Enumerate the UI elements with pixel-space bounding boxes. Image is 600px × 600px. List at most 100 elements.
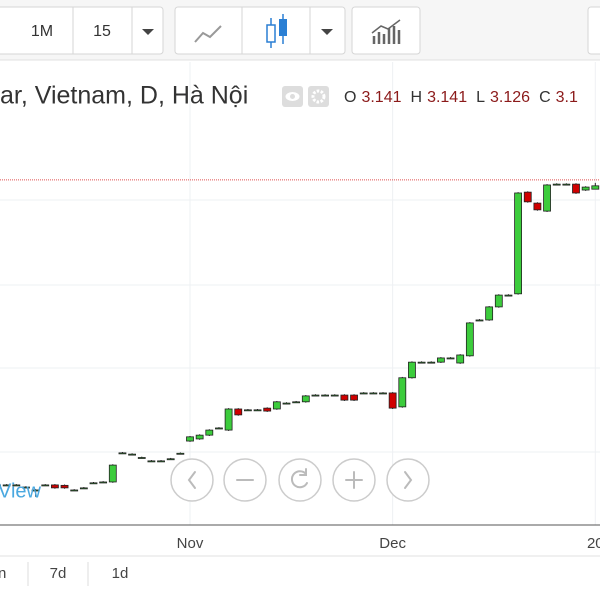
candle-body	[359, 392, 368, 395]
candle-body	[243, 409, 252, 412]
candle-body	[224, 408, 233, 431]
reset-button[interactable]	[278, 458, 322, 502]
legend-label: H	[411, 89, 423, 106]
candle-body	[195, 434, 204, 440]
candle-body	[340, 394, 349, 401]
candle-body	[533, 202, 542, 211]
plot	[0, 62, 600, 525]
candle-body	[205, 429, 214, 436]
ohlc-legend: O 3.141 H 3.141 L 3.126 C 3.1	[344, 89, 578, 106]
candle-body	[446, 357, 455, 360]
candle-icon[interactable]	[266, 14, 287, 48]
candle-body	[369, 392, 378, 395]
legend-value: 3.1	[556, 89, 578, 106]
candle-body	[475, 319, 484, 322]
candle-body	[292, 401, 301, 404]
candle-body	[186, 436, 194, 442]
candle-body	[485, 306, 494, 321]
icon	[345, 471, 363, 489]
candle-body	[282, 402, 291, 405]
candle-body	[436, 357, 445, 363]
legend-label: O	[344, 89, 356, 106]
dropdown-arrow[interactable]	[321, 29, 333, 35]
candle-body	[215, 427, 223, 430]
indicators-button[interactable]	[351, 6, 421, 55]
candle-body	[427, 361, 436, 364]
chart-title: ar, Vietnam, D, Hà Nội	[0, 82, 248, 110]
candle-body	[166, 458, 175, 461]
candle-body	[234, 408, 243, 416]
candle-body	[408, 361, 416, 379]
candle-body	[523, 191, 532, 203]
candle-body	[465, 322, 474, 357]
candle-body	[514, 192, 522, 295]
candle-body	[60, 484, 69, 489]
range-button[interactable]: n	[0, 565, 6, 582]
candle-body	[118, 452, 127, 455]
x-tick-label: Dec	[379, 535, 406, 552]
line-chart-icon[interactable]	[194, 25, 222, 43]
candle-body	[70, 489, 79, 492]
candle-body	[22, 486, 30, 489]
candle-body	[253, 409, 262, 412]
x-tick-label: Nov	[177, 535, 204, 552]
interval-button[interactable]: 15	[93, 23, 111, 40]
candle-body	[31, 489, 40, 492]
candle-body	[311, 394, 320, 397]
icon	[187, 471, 196, 489]
scroll-left-button[interactable]	[170, 458, 214, 502]
candle-body	[388, 392, 397, 409]
candle-body	[301, 395, 310, 403]
legend-label: L	[476, 89, 485, 106]
candle-body	[108, 464, 117, 483]
scroll-right-button[interactable]	[386, 458, 430, 502]
candle-body	[456, 354, 465, 364]
candle-body	[379, 392, 387, 395]
candle-body	[543, 184, 551, 212]
interval-group	[0, 6, 164, 55]
legend-value: 3.126	[490, 89, 530, 106]
range-button[interactable]: 7d	[50, 565, 67, 582]
candle-body	[572, 183, 580, 194]
candle-body	[157, 460, 165, 463]
candle-body	[176, 452, 185, 455]
candle-body	[562, 183, 571, 186]
visibility-icon[interactable]	[282, 86, 303, 107]
indicators-icon	[371, 19, 401, 34]
dropdown-arrow[interactable]	[142, 29, 154, 35]
candle-body	[504, 294, 513, 297]
candle-body	[12, 484, 21, 487]
candle-body	[51, 484, 59, 489]
candle-body	[350, 394, 358, 401]
candle-body	[321, 394, 330, 397]
chart-type-group	[174, 6, 346, 55]
watermark: View	[0, 480, 42, 502]
candle-body	[417, 361, 426, 364]
indicators-icon	[372, 26, 401, 44]
legend-value: 3.141	[427, 89, 467, 106]
candle-body	[591, 185, 600, 190]
candle-body	[581, 186, 590, 191]
candle-body	[128, 453, 137, 456]
candle-body	[137, 457, 146, 459]
x-tick-label: 20	[587, 535, 600, 552]
legend-value: 3.141	[361, 89, 401, 106]
candle-body	[79, 487, 88, 490]
candle-body	[0, 484, 1, 487]
candle-body	[398, 377, 407, 408]
icon	[404, 471, 413, 489]
candle-body	[99, 481, 108, 484]
candle-body	[494, 294, 503, 308]
icon	[290, 468, 308, 489]
toolbar-button[interactable]	[587, 6, 600, 55]
candle-body	[2, 484, 11, 487]
candle-body	[147, 460, 156, 463]
settings-icon[interactable]	[308, 86, 329, 107]
interval-button[interactable]: 1M	[31, 23, 53, 40]
candle-body	[272, 401, 281, 410]
candle-body	[330, 394, 339, 397]
candle-body	[41, 484, 50, 487]
candle-body	[263, 407, 272, 412]
range-button[interactable]: 1d	[112, 565, 129, 582]
